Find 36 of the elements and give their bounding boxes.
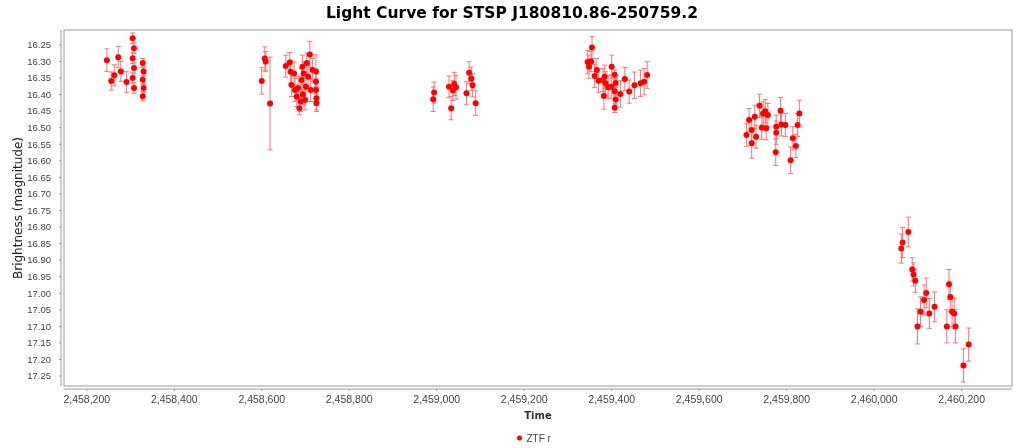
x-tick-label: 2,459,600 (675, 393, 723, 405)
y-axis-title: Brightness (magnitude) (11, 136, 25, 280)
x-tick-label: 2,460,000 (850, 393, 898, 405)
y-tick-label: 17.10 (27, 320, 51, 332)
x-tick-label: 2,460,200 (938, 393, 986, 405)
y-tick-label: 16.25 (27, 39, 51, 51)
y-tick-label: 16.95 (27, 271, 51, 283)
y-tick-label: 16.55 (27, 138, 51, 150)
y-tick-label: 16.35 (27, 72, 51, 84)
y-tick-label: 16.50 (27, 122, 51, 134)
x-tick-label: 2,458,600 (238, 393, 286, 405)
x-tick-label: 2,459,000 (413, 393, 461, 405)
x-tick-label: 2,458,800 (325, 393, 373, 405)
y-tick-label: 16.75 (27, 204, 51, 216)
y-tick-label: 17.20 (27, 353, 51, 365)
y-tick-label: 16.85 (27, 237, 51, 249)
y-tick-label: 16.60 (27, 155, 51, 167)
y-tick-label: 17.25 (27, 370, 51, 382)
y-tick-label: 16.65 (27, 171, 51, 183)
x-tick-label: 2,458,400 (150, 393, 198, 405)
y-tick-label: 16.80 (27, 221, 51, 233)
y-tick-label: 16.70 (27, 188, 51, 200)
y-tick-label: 17.05 (27, 304, 51, 316)
y-tick-label: 16.45 (27, 105, 51, 117)
x-tick-label: 2,458,200 (63, 393, 111, 405)
y-tick-label: 17.00 (27, 287, 51, 299)
x-tick-label: 2,459,800 (763, 393, 811, 405)
y-tick-label: 16.40 (27, 88, 51, 100)
y-tick-label: 16.90 (27, 254, 51, 266)
x-tick-label: 2,459,400 (588, 393, 636, 405)
y-tick-label: 16.30 (27, 55, 51, 67)
x-tick-label: 2,459,200 (500, 393, 548, 405)
y-tick-label: 17.15 (27, 337, 51, 349)
chart-title: Light Curve for STSP J180810.86-250759.2 (325, 3, 699, 22)
x-axis-title: Time (524, 410, 552, 421)
text: ZTF r (526, 432, 552, 444)
